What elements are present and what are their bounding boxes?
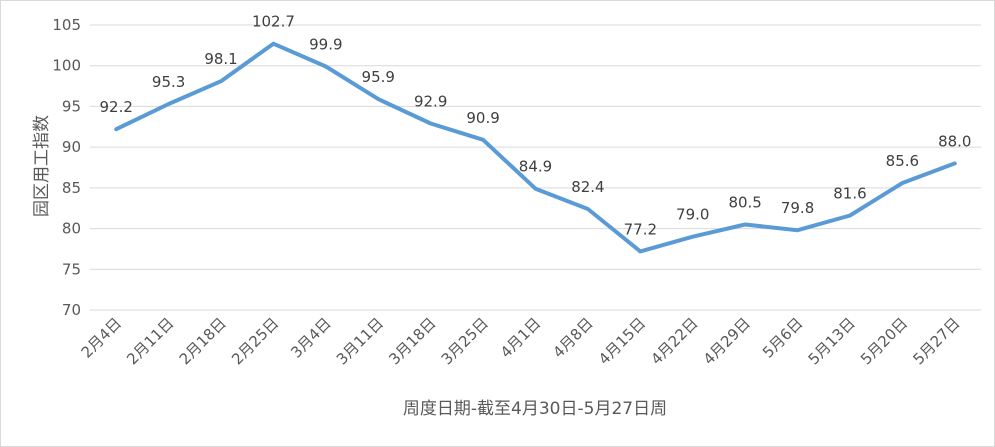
x-tick-label: 3月11日	[333, 314, 387, 368]
x-tick-label: 4月22日	[647, 314, 701, 368]
data-label: 80.5	[728, 194, 761, 212]
x-tick-label: 3月4日	[287, 314, 334, 361]
y-tick-label: 105	[52, 16, 81, 34]
data-label: 88.0	[938, 132, 971, 150]
x-tick-label: 4月1日	[497, 314, 544, 361]
data-label: 99.9	[309, 36, 342, 54]
gridlines	[90, 24, 981, 311]
data-label: 79.0	[676, 206, 709, 224]
y-axis-ticks: 70 75 80 85 90 95 100 105	[52, 16, 81, 319]
x-axis-title: 周度日期-截至4月30日-5月27日周	[403, 399, 667, 419]
series-layer	[114, 41, 957, 254]
data-label: 84.9	[519, 158, 552, 176]
y-tick-label: 85	[62, 179, 81, 197]
y-tick-label: 95	[62, 97, 81, 115]
data-label: 77.2	[624, 220, 657, 238]
y-tick-label: 90	[62, 138, 81, 156]
x-tick-label: 3月25日	[438, 314, 492, 368]
data-label: 92.9	[414, 93, 447, 111]
x-tick-label: 2月11日	[123, 314, 177, 368]
data-label: 81.6	[833, 185, 866, 203]
data-label: 98.1	[204, 50, 237, 68]
x-tick-label: 4月15日	[595, 314, 649, 368]
y-tick-label: 75	[62, 260, 81, 278]
data-label: 92.2	[100, 98, 133, 116]
data-label: 90.9	[466, 109, 499, 127]
x-tick-label: 5月20日	[857, 314, 911, 368]
data-label: 82.4	[571, 178, 604, 196]
x-tick-label: 4月8日	[549, 314, 596, 361]
x-tick-label: 2月4日	[78, 314, 125, 361]
y-tick-label: 100	[52, 57, 81, 75]
x-tick-label: 5月6日	[759, 314, 806, 361]
data-label: 102.7	[252, 13, 295, 31]
x-tick-label: 5月27日	[909, 314, 963, 368]
series-line	[114, 41, 957, 254]
data-labels: 92.2 95.3 98.1 102.7 99.9 95.9 92.9 90.9 84.9 82.…	[100, 13, 972, 239]
x-tick-label: 2月25日	[228, 314, 282, 368]
data-label: 79.8	[781, 199, 814, 217]
x-tick-label: 4月29日	[700, 314, 754, 368]
y-tick-label: 70	[62, 301, 81, 319]
data-label: 95.3	[152, 73, 185, 91]
y-tick-label: 80	[62, 220, 81, 238]
x-tick-label: 5月13日	[805, 314, 859, 368]
x-tick-label: 2月18日	[176, 314, 230, 368]
x-tick-label: 3月18日	[385, 314, 439, 368]
data-label: 95.9	[362, 68, 395, 86]
data-label: 85.6	[886, 152, 919, 170]
y-axis-title: 园区用工指数	[32, 115, 52, 217]
